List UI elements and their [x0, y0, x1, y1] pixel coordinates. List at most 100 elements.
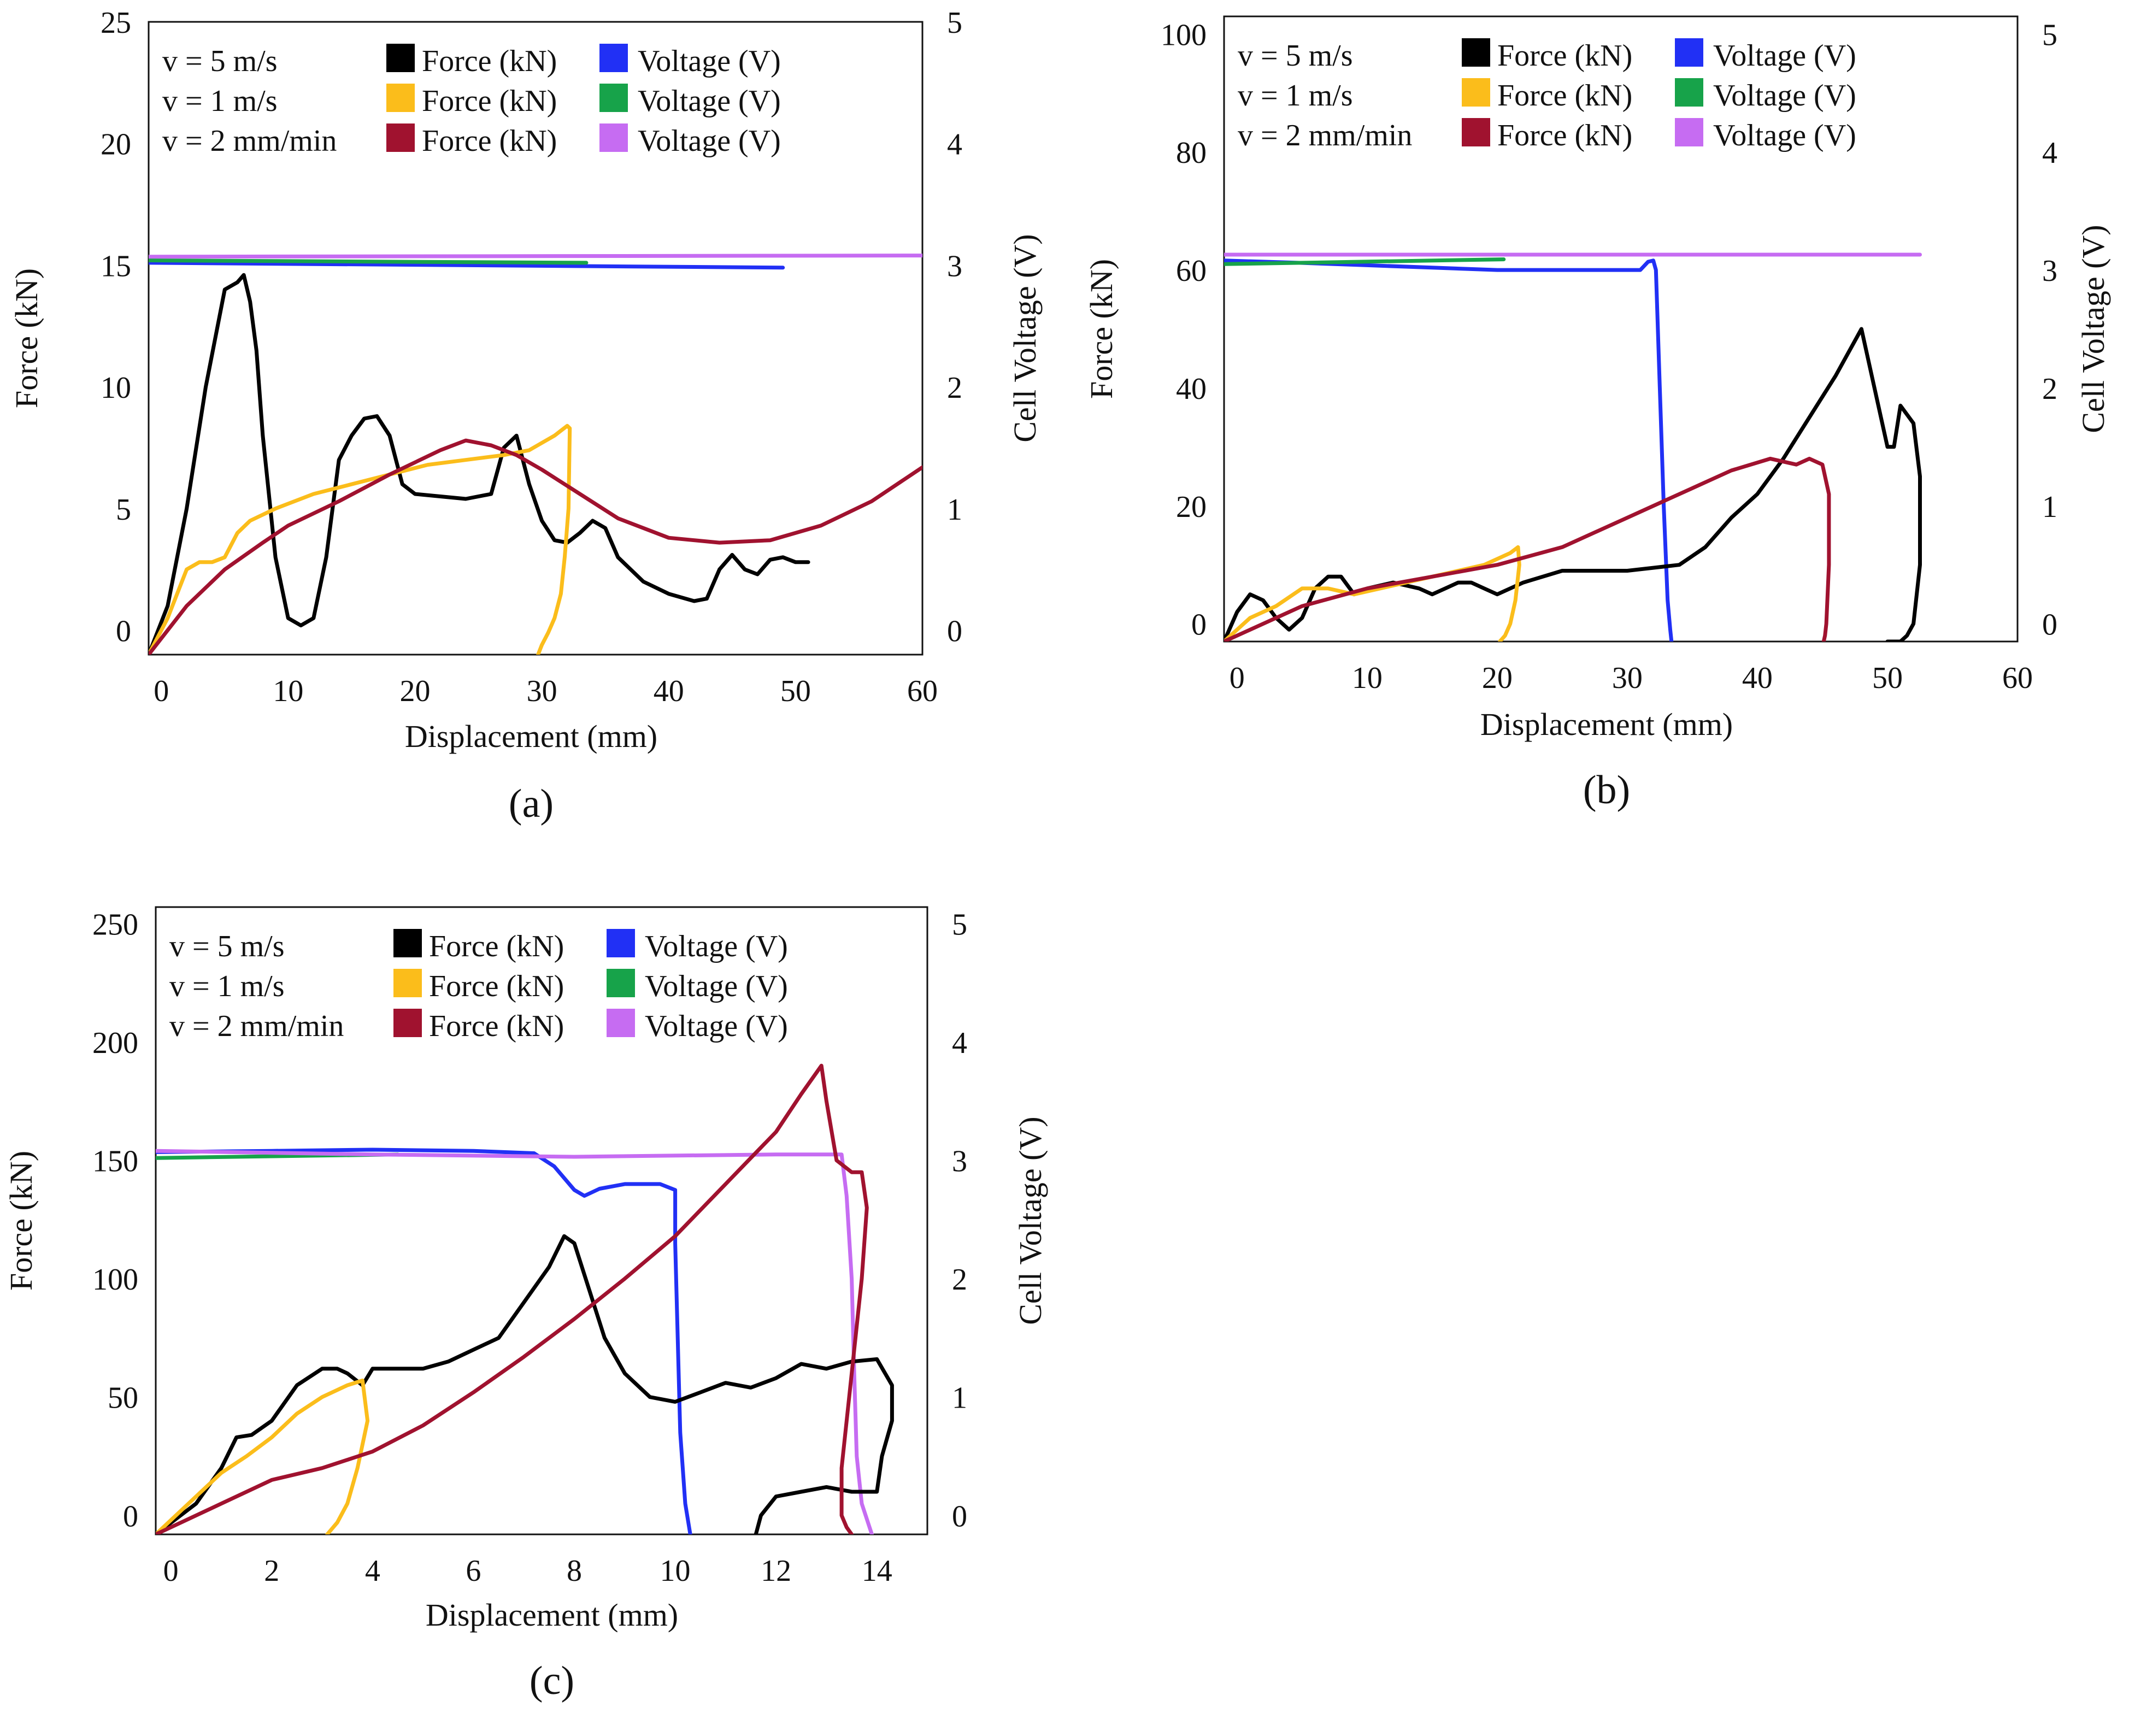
x-tick-label: 10: [273, 674, 303, 708]
y-tick-label: 100: [1161, 18, 1207, 52]
y2-tick-label: 1: [947, 493, 962, 527]
x-tick-label: 50: [780, 674, 811, 708]
y-tick-label: 20: [1176, 490, 1207, 524]
y2-tick-label: 0: [947, 614, 962, 648]
series-line-force-3: [149, 438, 922, 655]
y-tick-label: 100: [92, 1263, 138, 1297]
x-tick-label: 0: [154, 674, 169, 708]
x-tick-label: 10: [1352, 661, 1383, 695]
chart-panel-2: 0 10 20 30 40 50 60 0 20 40 60 80 100 0 1 2 3 4 5 Displacem…: [1084, 15, 2111, 813]
legend-force-swatch: [1462, 38, 1490, 67]
x-tick-label: 60: [2002, 661, 2033, 695]
y-tick-label: 200: [92, 1026, 138, 1060]
x-tick-label: 8: [567, 1554, 582, 1588]
x-tick-label: 20: [399, 674, 430, 708]
y-tick-label: 5: [116, 493, 131, 527]
y2-tick-label: 3: [952, 1145, 967, 1179]
plot-frame: [148, 21, 924, 656]
legend-force-swatch: [386, 44, 415, 72]
legend-speed-label: v = 2 mm/min: [169, 1009, 344, 1043]
x-tick-label: 12: [761, 1554, 791, 1588]
legend-force-label: Force (kN): [429, 1009, 564, 1043]
series-line-voltage-2: [149, 258, 589, 265]
y-tick-label: 50: [108, 1381, 138, 1415]
legend-voltage-label: Voltage (V): [1713, 119, 1856, 152]
legend-voltage-swatch: [1675, 38, 1703, 67]
legend-voltage-swatch: [1675, 118, 1703, 146]
panel-label: (b): [1583, 768, 1630, 813]
legend-voltage-label: Voltage (V): [1713, 79, 1856, 113]
series-line-force-1: [156, 1234, 894, 1534]
x-tick-label: 30: [527, 674, 557, 708]
plot-frame: [1223, 15, 2019, 643]
x-tick-label: 30: [1612, 661, 1643, 695]
legend-voltage-label: Voltage (V): [638, 84, 781, 118]
series-line-force-3: [1224, 456, 1831, 642]
legend-force-swatch: [386, 84, 415, 112]
x-tick-label: 0: [163, 1554, 179, 1588]
legend-force-swatch: [393, 969, 422, 997]
legend-voltage-label: Voltage (V): [638, 44, 781, 78]
y-tick-label: 250: [92, 908, 138, 941]
legend-force-label: Force (kN): [1497, 119, 1632, 152]
legend-voltage-label: Voltage (V): [1713, 39, 1856, 73]
x-tick-label: 40: [654, 674, 684, 708]
y-tick-label: 0: [116, 614, 131, 648]
x-axis-label: Displacement (mm): [405, 719, 657, 754]
legend-speed-label: v = 2 mm/min: [162, 124, 337, 158]
panel-label: (a): [509, 781, 554, 826]
legend-voltage-swatch: [607, 969, 635, 997]
series-line-force-1: [1224, 327, 1922, 642]
series-line-voltage-2: [1224, 257, 1506, 266]
legend-speed-label: v = 1 m/s: [169, 969, 285, 1003]
legend-voltage-swatch: [599, 44, 628, 72]
legend-force-label: Force (kN): [429, 969, 564, 1003]
legend-speed-label: v = 1 m/s: [162, 84, 278, 118]
legend-voltage-label: Voltage (V): [645, 929, 788, 963]
x-tick-label: 50: [1872, 661, 1903, 695]
y2-axis-label: Cell Voltage (V): [1007, 234, 1043, 442]
y-axis-label: Force (kN): [1084, 259, 1119, 399]
panel-label: (c): [530, 1658, 574, 1703]
x-tick-label: 60: [907, 674, 938, 708]
legend-force-label: Force (kN): [422, 124, 557, 158]
x-tick-label: 6: [466, 1554, 481, 1588]
y2-tick-label: 5: [947, 6, 962, 40]
legend-force-label: Force (kN): [429, 929, 564, 963]
y-tick-label: 80: [1176, 136, 1207, 170]
y2-axis-label: Cell Voltage (V): [1013, 1116, 1048, 1325]
y2-tick-label: 2: [952, 1263, 967, 1297]
y2-tick-label: 4: [2042, 136, 2057, 170]
legend-speed-label: v = 5 m/s: [162, 44, 278, 78]
legend-voltage-label: Voltage (V): [638, 124, 781, 158]
legend-force-label: Force (kN): [1497, 79, 1632, 113]
series-line-force-2: [149, 423, 572, 655]
y2-tick-label: 2: [947, 371, 962, 405]
y-tick-label: 0: [123, 1499, 138, 1533]
series-line-voltage-3: [156, 1149, 874, 1534]
series-line-voltage-3: [149, 254, 922, 259]
y2-tick-label: 3: [947, 249, 962, 283]
legend-force-swatch: [1462, 118, 1490, 146]
legend-voltage-swatch: [1675, 78, 1703, 107]
x-axis-label: Displacement (mm): [1480, 707, 1733, 742]
y2-tick-label: 1: [2042, 490, 2057, 524]
y-tick-label: 20: [101, 128, 131, 162]
y-axis-label: Force (kN): [3, 1151, 39, 1291]
y2-tick-label: 5: [2042, 18, 2057, 52]
plot-frame: [155, 906, 928, 1535]
y-tick-label: 0: [1191, 608, 1207, 642]
y2-tick-label: 1: [952, 1381, 967, 1415]
legend-force-swatch: [393, 1009, 422, 1037]
series-line-force-1: [149, 273, 810, 655]
y2-tick-label: 3: [2042, 254, 2057, 288]
x-tick-label: 40: [1742, 661, 1773, 695]
legend-speed-label: v = 2 mm/min: [1238, 119, 1412, 152]
y-tick-label: 150: [92, 1145, 138, 1179]
x-axis-label: Displacement (mm): [426, 1597, 678, 1633]
legend-speed-label: v = 1 m/s: [1238, 79, 1353, 113]
series-line-voltage-1: [149, 261, 785, 270]
legend-force-label: Force (kN): [1497, 39, 1632, 73]
legend-speed-label: v = 5 m/s: [169, 929, 285, 963]
